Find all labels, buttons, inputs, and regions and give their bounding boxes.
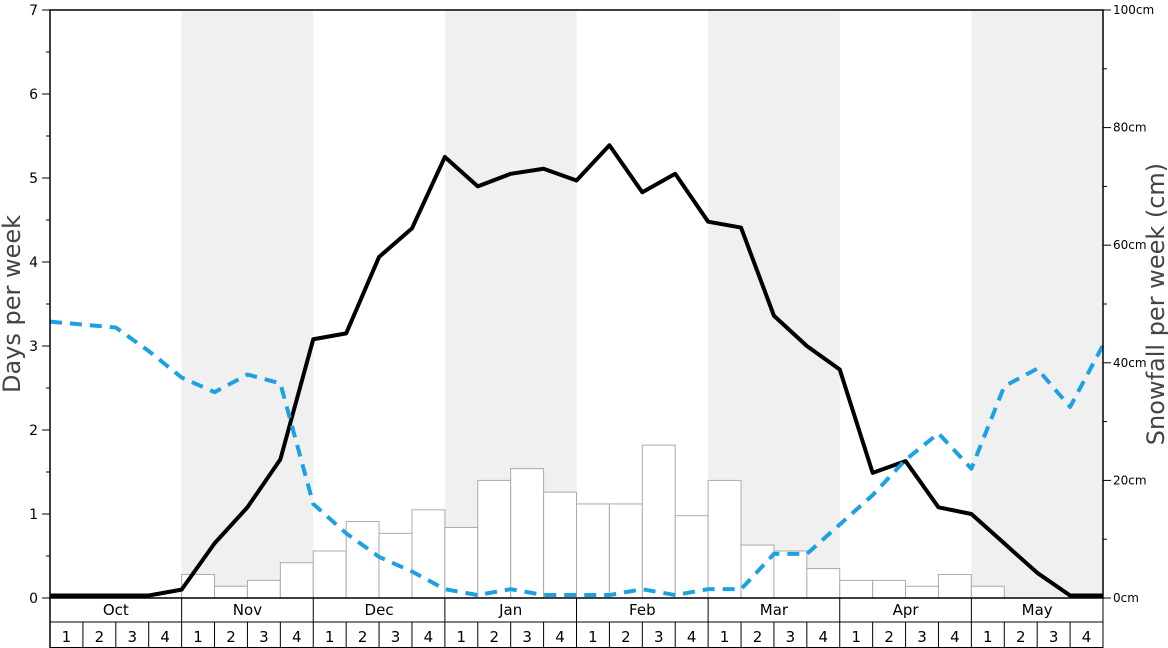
week-label: 3 xyxy=(654,628,664,646)
week-label: 3 xyxy=(259,628,269,646)
week-label: 3 xyxy=(522,628,532,646)
right-tick-label: 0cm xyxy=(1113,591,1139,605)
snowfall-bar xyxy=(345,521,380,599)
week-label: 2 xyxy=(95,628,105,646)
right-tick-label: 100cm xyxy=(1113,3,1154,17)
week-label: 3 xyxy=(391,628,401,646)
left-tick-label: 1 xyxy=(29,507,38,523)
x-axis: Oct 1 2 3 4 Nov 1 2 3 4 Dec 1 2 3 4 Jan 1 2 3 4 Feb 1 2 3 4 Mar 1 2… xyxy=(49,598,1104,648)
snowfall-bar xyxy=(707,479,742,599)
left-tick-label: 3 xyxy=(29,339,38,355)
snowfall-bar xyxy=(937,573,972,599)
week-label: 2 xyxy=(226,628,236,646)
snowfall-bar xyxy=(214,585,248,599)
week-label: 1 xyxy=(720,628,730,646)
week-label: 1 xyxy=(851,628,861,646)
week-label: 2 xyxy=(753,628,763,646)
snowfall-dashed-line xyxy=(49,319,1105,598)
snowfall-bar xyxy=(543,491,577,599)
snowfall-bar xyxy=(576,503,610,599)
left-axis: 0 1 2 3 4 5 6 7 xyxy=(29,3,50,607)
week-label: 3 xyxy=(786,628,796,646)
snowfall-bar xyxy=(411,509,446,599)
week-label: 1 xyxy=(62,628,72,646)
week-label: 2 xyxy=(358,628,368,646)
month-label: Jan xyxy=(498,601,522,619)
right-axis: 0cm 20cm 40cm 60cm 80cm 100cm xyxy=(1103,3,1154,605)
week-label: 2 xyxy=(489,628,499,646)
snowfall-bar xyxy=(510,468,545,599)
week-label: 4 xyxy=(292,628,302,646)
week-label: 4 xyxy=(1082,628,1092,646)
right-tick-label: 80cm xyxy=(1113,121,1147,135)
month-label: Feb xyxy=(629,601,656,619)
week-label: 4 xyxy=(555,628,565,646)
snowfall-bar xyxy=(181,573,216,599)
right-tick-label: 60cm xyxy=(1113,238,1147,252)
days-line xyxy=(50,143,1103,598)
snowfall-bar xyxy=(806,568,841,599)
left-tick-label: 7 xyxy=(29,3,38,19)
series-lines xyxy=(49,143,1105,598)
week-label: 3 xyxy=(1049,628,1059,646)
week-label: 1 xyxy=(193,628,203,646)
week-label: 2 xyxy=(884,628,894,646)
right-tick-label: 40cm xyxy=(1113,356,1147,370)
left-tick-label: 6 xyxy=(29,87,38,103)
month-bands xyxy=(181,10,1103,598)
snowfall-bar xyxy=(312,550,347,599)
week-label: 3 xyxy=(917,628,927,646)
left-tick-label: 5 xyxy=(29,171,38,187)
snowfall-bar xyxy=(246,579,281,599)
week-label: 1 xyxy=(325,628,335,646)
month-band-may xyxy=(971,10,1103,598)
snowfall-bar xyxy=(773,550,808,599)
snowfall-bar xyxy=(279,562,314,599)
month-label: Apr xyxy=(893,601,920,619)
left-tick-label: 4 xyxy=(29,255,38,271)
month-label: Nov xyxy=(233,601,262,619)
left-axis-label: Days per week xyxy=(0,215,26,393)
week-label: 4 xyxy=(819,628,829,646)
right-tick-label: 20cm xyxy=(1113,473,1147,487)
week-label: 4 xyxy=(950,628,960,646)
snowfall-bar xyxy=(905,585,939,599)
snowfall-bar xyxy=(444,526,479,599)
snowfall-bar xyxy=(970,585,1005,599)
left-tick-label: 0 xyxy=(29,591,38,607)
month-label: Dec xyxy=(365,601,394,619)
week-label: 4 xyxy=(424,628,434,646)
snowfall-bar xyxy=(872,579,907,599)
month-band-nov xyxy=(181,10,314,598)
snowfall-bar xyxy=(477,479,512,599)
snowfall-bar xyxy=(839,579,874,599)
month-label: Mar xyxy=(760,601,789,619)
week-label: 2 xyxy=(621,628,631,646)
week-label: 4 xyxy=(160,628,170,646)
week-label: 1 xyxy=(457,628,467,646)
left-tick-label: 2 xyxy=(29,423,38,439)
right-axis-label: Snowfall per week (cm) xyxy=(1142,163,1168,445)
month-label: May xyxy=(1022,601,1053,619)
snowfall-bar xyxy=(378,532,413,599)
week-label: 1 xyxy=(588,628,598,646)
week-label: 1 xyxy=(983,628,993,646)
snowfall-bar xyxy=(641,444,676,599)
month-label: Oct xyxy=(103,601,129,619)
snowfall-bar xyxy=(608,503,643,599)
week-label: 3 xyxy=(127,628,137,646)
week-label: 4 xyxy=(687,628,697,646)
week-label: 2 xyxy=(1016,628,1026,646)
snowfall-bar xyxy=(674,515,709,599)
